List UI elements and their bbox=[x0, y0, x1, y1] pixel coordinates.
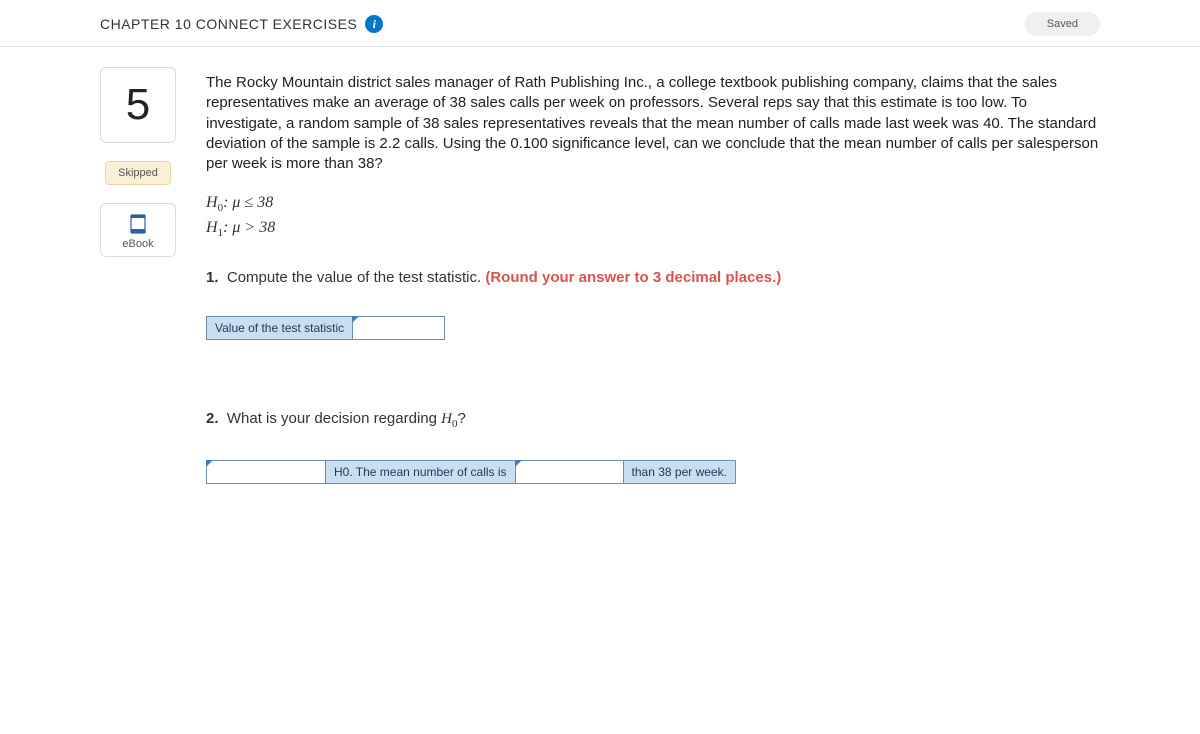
page-header: CHAPTER 10 CONNECT EXERCISES i Saved bbox=[0, 0, 1200, 47]
h0-line: H0: μ ≤ 38 bbox=[206, 192, 1100, 217]
h0-prefix: H bbox=[206, 194, 218, 211]
q1-label-cell: Value of the test statistic bbox=[206, 316, 353, 340]
page-body: 5 Skipped eBook The Rocky Mountain distr… bbox=[0, 47, 1200, 504]
header-left: CHAPTER 10 CONNECT EXERCISES i bbox=[100, 15, 383, 33]
ebook-icon bbox=[129, 214, 147, 234]
q1-input[interactable] bbox=[353, 316, 445, 340]
hypotheses: H0: μ ≤ 38 H1: μ > 38 bbox=[206, 192, 1100, 241]
q2-input-2[interactable] bbox=[516, 460, 624, 484]
q2-text-b: ? bbox=[457, 410, 465, 427]
h0-rest: : μ ≤ 38 bbox=[223, 194, 273, 211]
problem-text: The Rocky Mountain district sales manage… bbox=[206, 73, 1100, 174]
ebook-button[interactable]: eBook bbox=[100, 203, 176, 257]
q1-hint: (Round your answer to 3 decimal places.) bbox=[485, 269, 781, 286]
info-icon[interactable]: i bbox=[365, 15, 383, 33]
q2-input-1[interactable] bbox=[206, 460, 326, 484]
h1-line: H1: μ > 38 bbox=[206, 217, 1100, 242]
q1-line: 1. Compute the value of the test statist… bbox=[206, 269, 1100, 286]
q1-num: 1. bbox=[206, 269, 219, 286]
question-number-box: 5 bbox=[100, 67, 176, 143]
h1-prefix: H bbox=[206, 219, 218, 236]
q1-text: Compute the value of the test statistic. bbox=[227, 269, 485, 286]
q2-text-a: What is your decision regarding bbox=[227, 410, 441, 427]
chapter-title: CHAPTER 10 CONNECT EXERCISES bbox=[100, 16, 357, 32]
q2-line: 2. What is your decision regarding H0? bbox=[206, 410, 1100, 430]
q2-mid-text: H0. The mean number of calls is bbox=[326, 460, 516, 484]
q2-num: 2. bbox=[206, 410, 219, 427]
content-area: The Rocky Mountain district sales manage… bbox=[206, 67, 1100, 484]
saved-status: Saved bbox=[1025, 12, 1100, 36]
sidebar: 5 Skipped eBook bbox=[100, 67, 176, 484]
ebook-label: eBook bbox=[122, 238, 153, 250]
h1-rest: : μ > 38 bbox=[223, 219, 275, 236]
skipped-badge: Skipped bbox=[105, 161, 171, 185]
q1-answer-row: Value of the test statistic bbox=[206, 316, 1100, 340]
q2-h0: H0 bbox=[441, 411, 457, 427]
q2-tail-text: than 38 per week. bbox=[624, 460, 736, 484]
q2-answer-row: H0. The mean number of calls is than 38 … bbox=[206, 460, 1100, 484]
